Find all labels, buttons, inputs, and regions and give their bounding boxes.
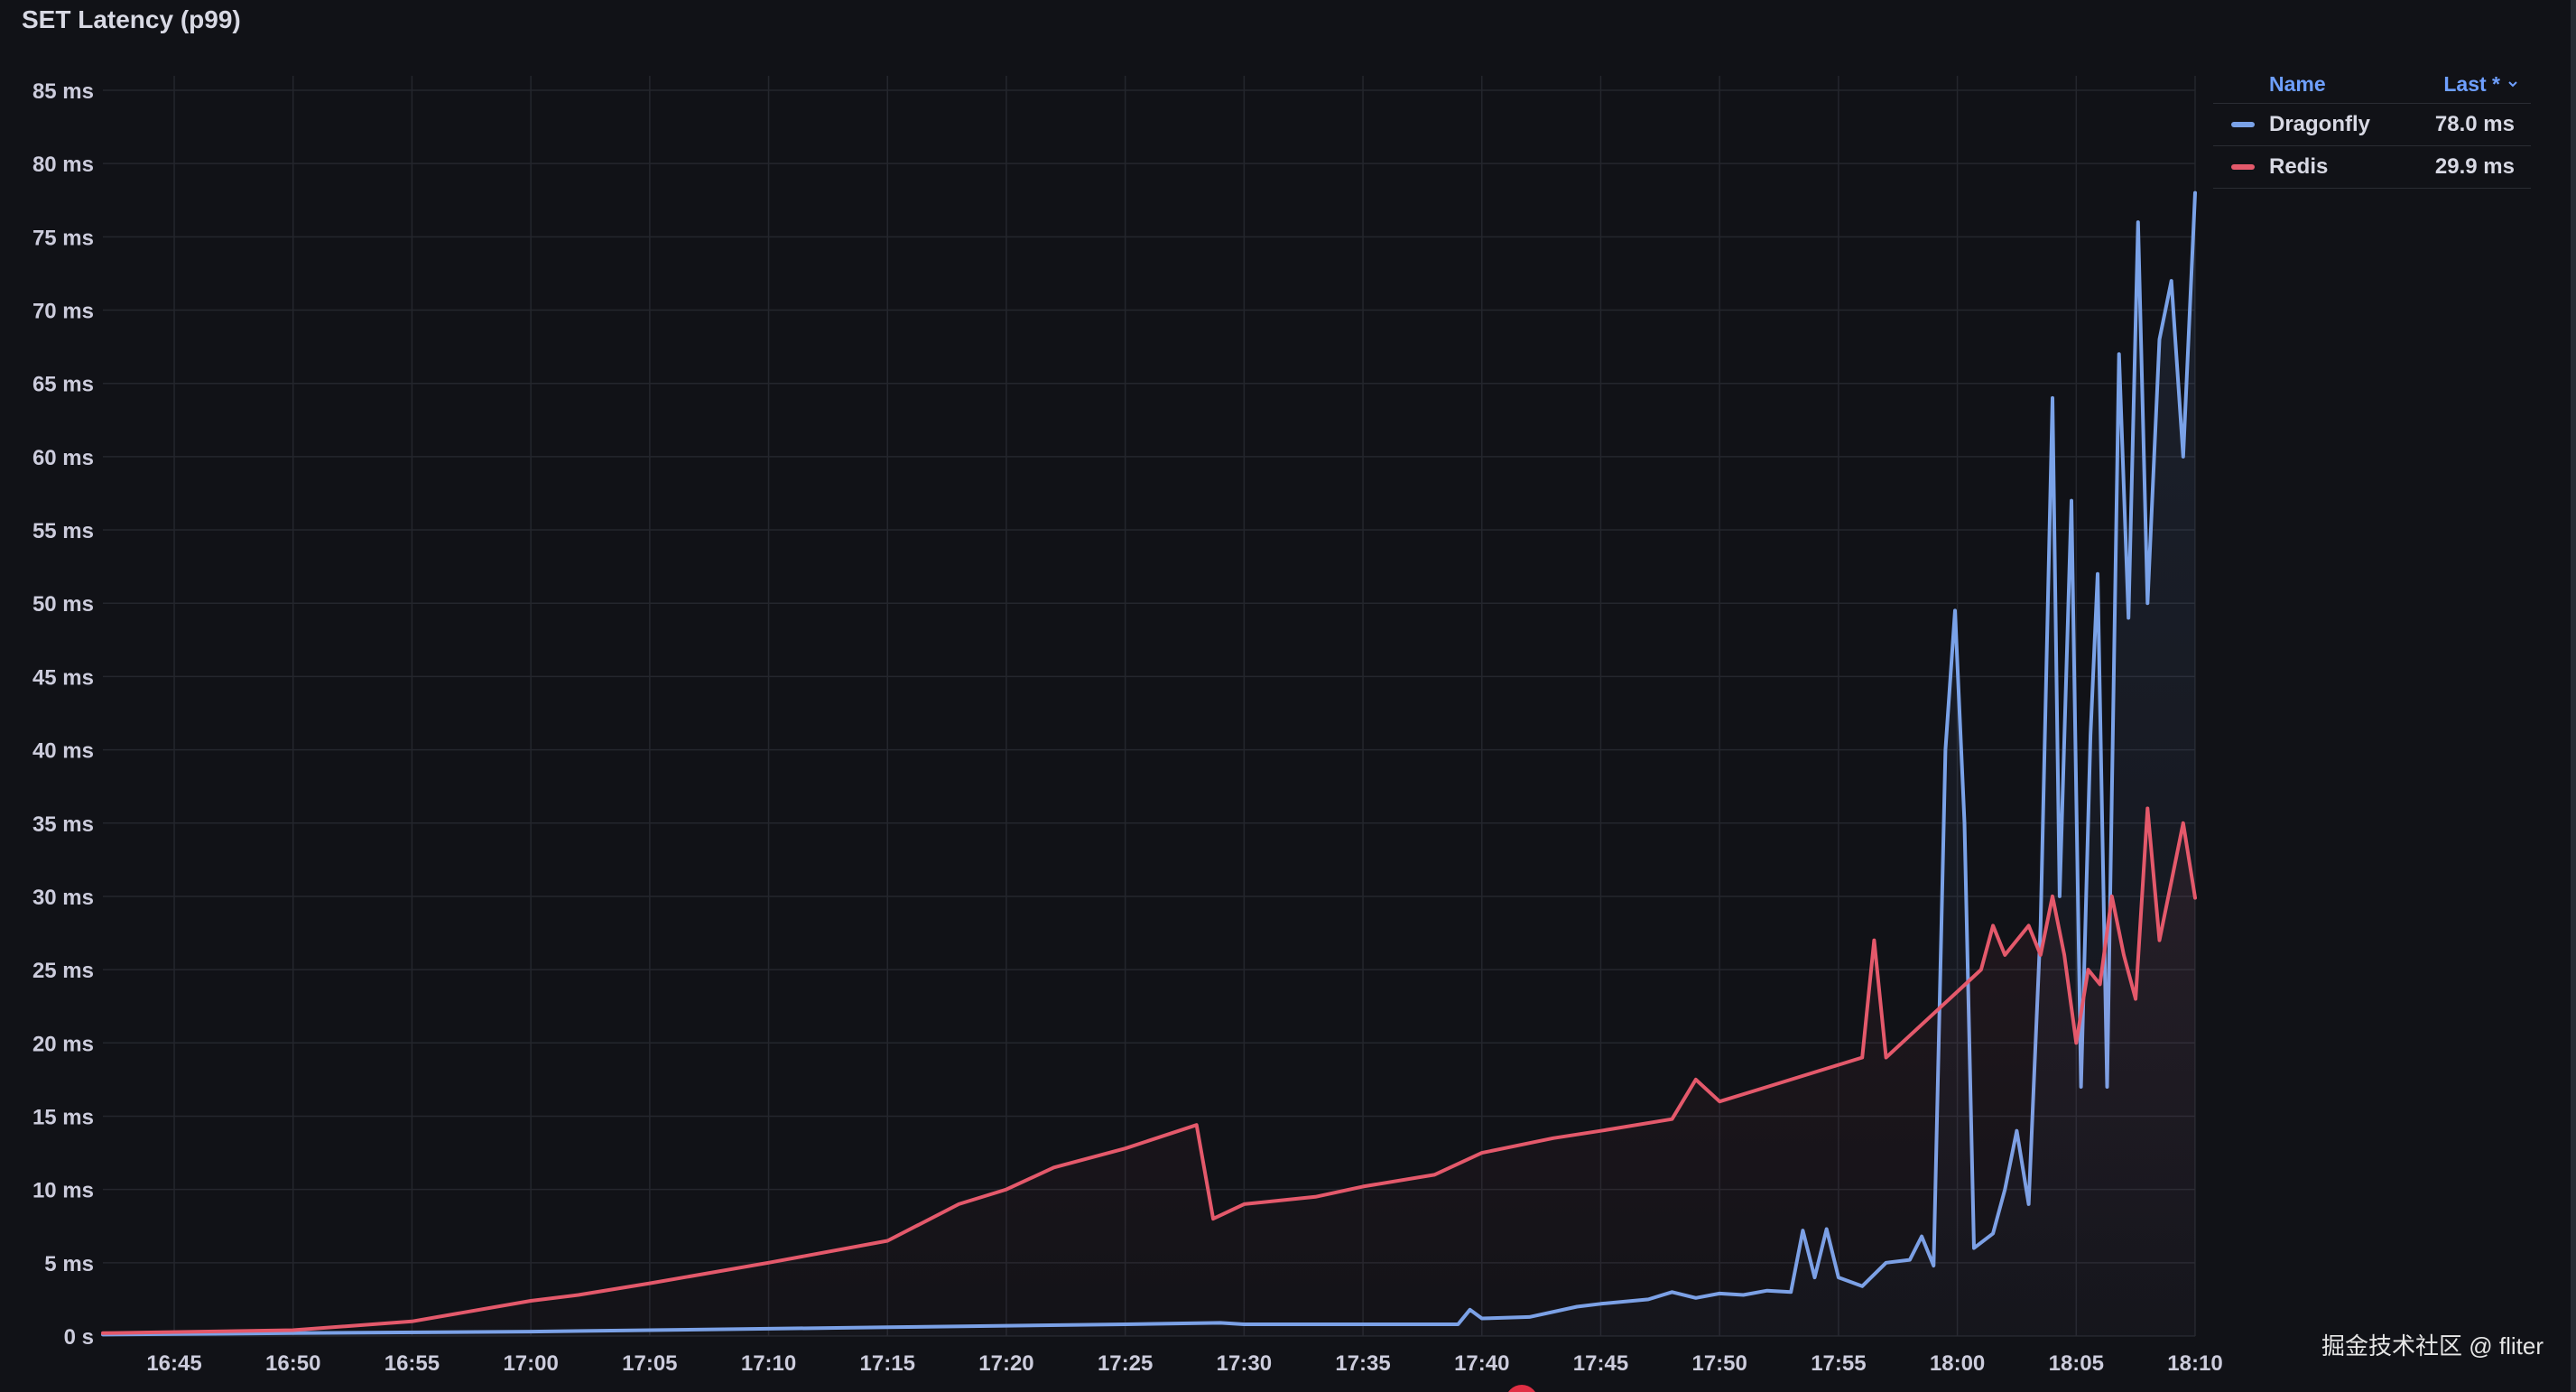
x-axis: 16:45 16:50 16:55 17:00 17:05 17:10 17:15 17:20… <box>146 1351 2222 1376</box>
series-line-redis[interactable] <box>101 806 2197 1335</box>
y-tick-label: 40 ms <box>32 739 94 764</box>
x-tick-label: 17:55 <box>1811 1351 1866 1376</box>
x-tick-label: 17:50 <box>1691 1351 1747 1376</box>
y-tick-label: 60 ms <box>32 446 94 470</box>
x-tick-label: 18:10 <box>2167 1351 2222 1376</box>
legend-item-dragonfly[interactable]: Dragonfly 78.0 ms <box>2213 104 2531 146</box>
x-tick-label: 17:35 <box>1335 1351 1390 1376</box>
x-tick-label: 17:20 <box>978 1351 1033 1376</box>
chevron-down-icon <box>2508 81 2517 88</box>
watermark: 掘金技术社区 @ fliter <box>2321 1332 2544 1360</box>
y-tick-label: 55 ms <box>32 519 94 543</box>
y-tick-label: 25 ms <box>32 959 94 983</box>
x-tick-label: 17:30 <box>1217 1351 1272 1376</box>
x-tick-label: 17:05 <box>622 1351 677 1376</box>
y-tick-label: 0 s <box>64 1325 94 1350</box>
legend: Name Last * Dragonfly 78.0 ms Redis 29.9… <box>2213 65 2531 189</box>
panel-title[interactable]: SET Latency (p99) <box>22 5 241 33</box>
legend-item-last: 78.0 ms <box>2434 112 2515 136</box>
y-tick-label: 10 ms <box>32 1179 94 1203</box>
legend-swatch-dragonfly <box>2231 122 2255 127</box>
legend-swatch-redis <box>2231 164 2255 170</box>
legend-last-header-label: Last * <box>2443 71 2500 96</box>
legend-last-header[interactable]: Last * <box>2443 72 2531 97</box>
x-tick-label: 17:00 <box>503 1351 558 1376</box>
y-tick-label: 45 ms <box>32 665 94 690</box>
y-tick-label: 35 ms <box>32 812 94 837</box>
x-tick-label: 16:55 <box>385 1351 440 1376</box>
series-area-redis <box>103 808 2195 1336</box>
y-tick-label: 80 ms <box>32 153 94 177</box>
x-tick-label: 17:25 <box>1098 1351 1153 1376</box>
y-tick-label: 85 ms <box>32 79 94 104</box>
x-tick-label: 17:10 <box>741 1351 796 1376</box>
y-tick-label: 50 ms <box>32 592 94 617</box>
series-lines <box>101 190 2197 1337</box>
y-tick-label: 30 ms <box>32 886 94 910</box>
x-tick-label: 16:45 <box>146 1351 201 1376</box>
legend-header: Name Last * <box>2213 65 2531 104</box>
panel-edge <box>2571 0 2576 1392</box>
legend-item-name: Redis <box>2269 154 2329 179</box>
x-tick-label: 17:45 <box>1573 1351 1628 1376</box>
x-tick-label: 17:40 <box>1454 1351 1509 1376</box>
legend-item-name: Dragonfly <box>2269 112 2371 136</box>
x-tick-label: 18:05 <box>2049 1351 2104 1376</box>
y-tick-label: 5 ms <box>44 1252 94 1276</box>
y-tick-label: 15 ms <box>32 1105 94 1129</box>
y-axis: 0 s 5 ms 10 ms 15 ms 20 ms 25 ms 30 ms 35 ms 40 … <box>32 79 94 1350</box>
y-tick-label: 20 ms <box>32 1032 94 1056</box>
x-tick-label: 18:00 <box>1930 1351 1985 1376</box>
legend-item-last: 29.9 ms <box>2434 154 2515 179</box>
y-tick-label: 65 ms <box>32 373 94 397</box>
x-tick-label: 17:15 <box>860 1351 915 1376</box>
y-tick-label: 70 ms <box>32 300 94 324</box>
x-tick-label: 16:50 <box>265 1351 320 1376</box>
legend-name-header[interactable]: Name <box>2269 71 2326 96</box>
legend-item-redis[interactable]: Redis 29.9 ms <box>2213 146 2531 189</box>
y-tick-label: 75 ms <box>32 226 94 250</box>
cursor-dot <box>1506 1385 1538 1392</box>
